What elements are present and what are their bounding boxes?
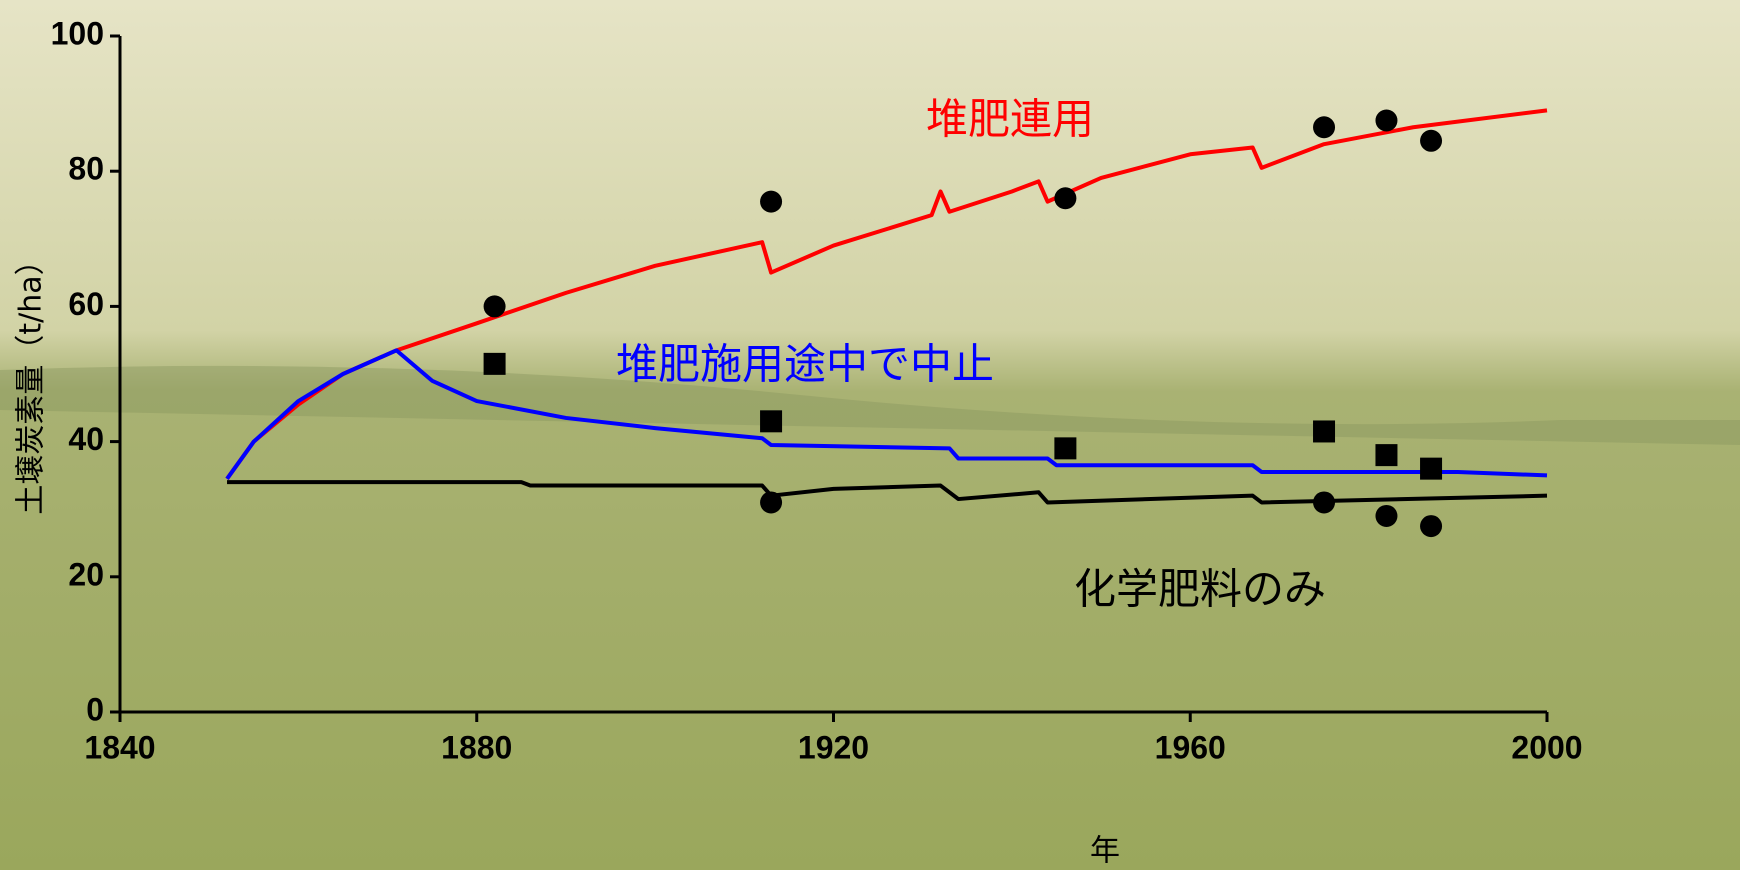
y-tick-label: 80 xyxy=(68,151,104,187)
x-tick-label: 2000 xyxy=(1511,729,1582,765)
x-tick-label: 1840 xyxy=(84,729,155,765)
y-tick-label: 20 xyxy=(68,556,104,592)
circle-point xyxy=(1420,129,1443,152)
x-tick-label: 1880 xyxy=(441,729,512,765)
circle-point xyxy=(483,295,506,318)
circle-point xyxy=(760,190,783,213)
circle-point xyxy=(1375,109,1398,132)
series-label: 化学肥料のみ xyxy=(1074,565,1326,614)
square-point xyxy=(760,410,783,433)
circle-point xyxy=(1313,491,1336,514)
y-tick-label: 60 xyxy=(68,286,104,322)
series-line xyxy=(225,348,1548,480)
circle-point xyxy=(1375,504,1398,527)
y-tick-label: 0 xyxy=(86,691,104,727)
circle-point xyxy=(1313,116,1336,139)
square-point xyxy=(483,352,506,375)
circle-point xyxy=(760,491,783,514)
square-point xyxy=(1420,457,1443,480)
y-tick-label: 100 xyxy=(51,15,104,51)
treeline xyxy=(0,365,1740,445)
x-tick-label: 1960 xyxy=(1155,729,1226,765)
y-tick-label: 40 xyxy=(68,421,104,457)
circle-point xyxy=(1420,515,1443,538)
square-point xyxy=(1313,420,1336,443)
series-label: 堆肥連用 xyxy=(926,95,1094,144)
circle-point xyxy=(1054,187,1077,210)
series-label: 堆肥施用途中で中止 xyxy=(616,340,994,389)
x-axis-label: 年 xyxy=(1090,834,1120,869)
y-axis-label: 土壌炭素量（t/ha） xyxy=(14,245,49,514)
x-tick-label: 1920 xyxy=(798,729,869,765)
series-line xyxy=(227,480,1548,505)
square-point xyxy=(1375,444,1398,467)
square-point xyxy=(1054,437,1077,460)
